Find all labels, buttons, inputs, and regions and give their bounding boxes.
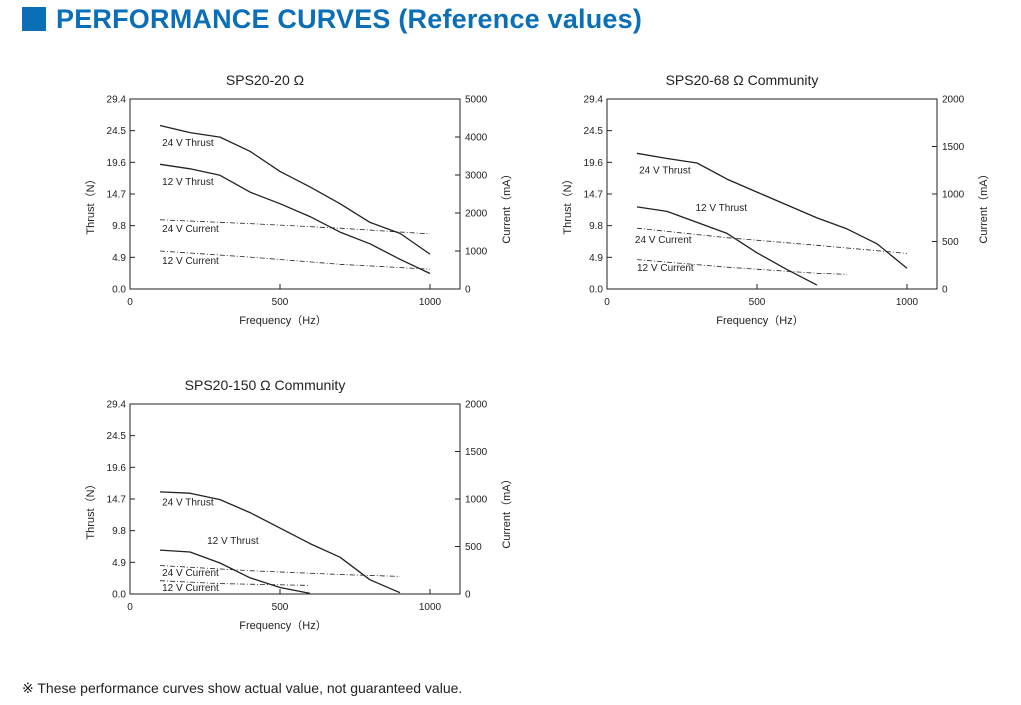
series-line-12-v-thrust xyxy=(159,549,311,595)
y2-tick-label: 2000 xyxy=(942,95,965,106)
x-axis-label: Frequency（Hz） xyxy=(239,314,326,327)
y2-tick-label: 500 xyxy=(465,542,482,553)
y-tick-label: 19.6 xyxy=(584,158,604,169)
chart-sps20-20: SPS20-20 Ω 0.0 4.9 9.8 14.7 19.6 24.5 29.4 0 1000… xyxy=(84,72,513,327)
y2-tick-label: 0 xyxy=(465,285,471,296)
chart-title: SPS20-150 Ω Community xyxy=(185,377,346,393)
y2-tick-label: 2000 xyxy=(465,209,488,220)
y-tick-label: 19.6 xyxy=(107,158,127,169)
series-line-12-v-current xyxy=(159,580,311,586)
footnote: ※ These performance curves show actual v… xyxy=(22,680,463,696)
x-axis-label: Frequency（Hz） xyxy=(239,619,326,632)
y-tick-label: 24.5 xyxy=(584,126,604,137)
chart-svg: SPS20-68 Ω Community 0.0 4.9 9.8 14.7 19.6 24.… xyxy=(561,72,990,327)
series-label-12-v-thrust: 12 V Thrust xyxy=(207,536,259,547)
y-tick-label: 4.9 xyxy=(589,253,603,264)
y2-tick-label: 0 xyxy=(942,285,948,296)
y-axis-label: Thrust（N） xyxy=(561,173,574,234)
y2-axis-label: Current（mA） xyxy=(500,473,513,548)
y-tick-label: 0.0 xyxy=(112,285,126,296)
series-label-24-v-current: 24 V Current xyxy=(162,568,219,579)
y2-axis-label: Current（mA） xyxy=(977,168,990,243)
chart-svg: SPS20-150 Ω Community 0.0 4.9 9.8 14.7 19.6 24… xyxy=(84,377,513,632)
y-tick-label: 4.9 xyxy=(112,558,126,569)
series-label-12-v-current: 12 V Current xyxy=(162,583,219,594)
chart-title: SPS20-68 Ω Community xyxy=(666,72,819,88)
y-tick-label: 24.5 xyxy=(107,126,127,137)
y-tick-label: 19.6 xyxy=(107,463,127,474)
y2-tick-label: 3000 xyxy=(465,171,488,182)
y-axis-label: Thrust（N） xyxy=(84,173,97,234)
series-line-24-v-thrust xyxy=(159,124,431,255)
x-tick-label: 500 xyxy=(749,297,766,308)
y-tick-label: 14.7 xyxy=(584,190,604,201)
series-label-12-v-thrust: 12 V Thrust xyxy=(696,203,748,214)
y2-tick-label: 1000 xyxy=(465,495,488,506)
page-title: PERFORMANCE CURVES (Reference values) xyxy=(56,3,643,34)
x-tick-label: 0 xyxy=(604,297,610,308)
y-tick-label: 4.9 xyxy=(112,253,126,264)
x-tick-label: 1000 xyxy=(419,297,442,308)
series-line-12-v-thrust xyxy=(636,206,818,286)
x-tick-label: 500 xyxy=(272,297,289,308)
series-line-24-v-current xyxy=(159,565,401,577)
series-line-24-v-thrust xyxy=(636,152,908,269)
chart-sps20-150-community: SPS20-150 Ω Community 0.0 4.9 9.8 14.7 19.6 24… xyxy=(84,377,513,632)
x-tick-label: 1000 xyxy=(419,602,442,613)
y2-tick-label: 5000 xyxy=(465,95,488,106)
series-label-24-v-thrust: 24 V Thrust xyxy=(162,138,214,149)
y-tick-label: 29.4 xyxy=(584,95,604,106)
y-tick-label: 0.0 xyxy=(112,590,126,601)
y2-tick-label: 0 xyxy=(465,590,471,601)
series-label-12-v-thrust: 12 V Thrust xyxy=(162,177,214,188)
series-label-12-v-current: 12 V Current xyxy=(637,263,694,274)
y-tick-label: 14.7 xyxy=(107,495,127,506)
series-label-24-v-thrust: 24 V Thrust xyxy=(639,165,691,176)
x-axis-label: Frequency（Hz） xyxy=(716,314,803,327)
x-tick-label: 1000 xyxy=(896,297,919,308)
y-tick-label: 9.8 xyxy=(112,526,126,537)
series-label-24-v-current: 24 V Current xyxy=(635,235,692,246)
y2-tick-label: 1500 xyxy=(942,142,965,153)
y2-tick-label: 500 xyxy=(942,237,959,248)
y-tick-label: 14.7 xyxy=(107,190,127,201)
y-tick-label: 29.4 xyxy=(107,400,127,411)
x-tick-label: 500 xyxy=(272,602,289,613)
y-axis-label: Thrust（N） xyxy=(84,478,97,539)
x-tick-label: 0 xyxy=(127,602,133,613)
x-tick-label: 0 xyxy=(127,297,133,308)
chart-sps20-68-community: SPS20-68 Ω Community 0.0 4.9 9.8 14.7 19.6 24.… xyxy=(561,72,990,327)
series-line-12-v-thrust xyxy=(159,163,431,275)
series-label-12-v-current: 12 V Current xyxy=(162,256,219,267)
y-tick-label: 24.5 xyxy=(107,431,127,442)
y-tick-label: 9.8 xyxy=(589,221,603,232)
page-header: PERFORMANCE CURVES (Reference values) xyxy=(22,4,642,34)
series-label-24-v-current: 24 V Current xyxy=(162,224,219,235)
chart-svg: SPS20-20 Ω 0.0 4.9 9.8 14.7 19.6 24.5 29.4 0 1000… xyxy=(84,72,513,327)
y-tick-label: 0.0 xyxy=(589,285,603,296)
series-line-24-v-thrust xyxy=(159,491,401,594)
chart-title: SPS20-20 Ω xyxy=(226,72,304,88)
y2-tick-label: 1000 xyxy=(942,190,965,201)
header-square-icon xyxy=(22,7,46,31)
y2-tick-label: 4000 xyxy=(465,133,488,144)
y2-tick-label: 1000 xyxy=(465,247,488,258)
y2-axis-label: Current（mA） xyxy=(500,168,513,243)
y2-tick-label: 2000 xyxy=(465,400,488,411)
y-tick-label: 9.8 xyxy=(112,221,126,232)
y-tick-label: 29.4 xyxy=(107,95,127,106)
series-label-24-v-thrust: 24 V Thrust xyxy=(162,497,214,508)
y2-tick-label: 1500 xyxy=(465,447,488,458)
